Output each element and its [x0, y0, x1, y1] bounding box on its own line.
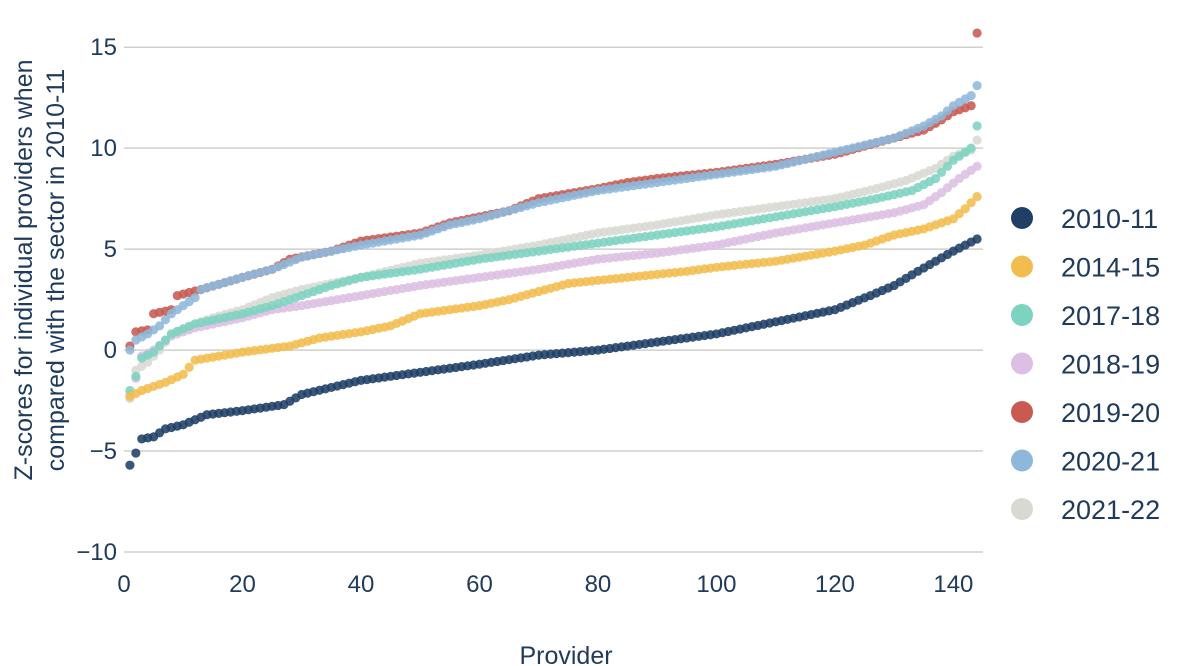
x-tick-label: 20	[229, 571, 256, 598]
y-tick-label: 10	[90, 135, 117, 162]
x-tick-label: 80	[585, 571, 612, 598]
y-tick-label: −5	[90, 438, 117, 465]
data-point	[960, 204, 970, 214]
data-point	[966, 198, 976, 208]
y-axis-title-line-2: compared with the sector in 2010-11	[42, 69, 70, 472]
series-2020-21	[125, 80, 982, 355]
legend-item: 2014-15	[1011, 253, 1160, 283]
legend-marker	[1011, 207, 1033, 229]
data-point	[131, 448, 141, 458]
data-point	[178, 369, 188, 379]
y-axis-title: Z-scores for individual providers when c…	[10, 59, 70, 480]
legend-marker	[1011, 449, 1033, 472]
data-point	[966, 143, 976, 153]
legend-marker	[1011, 352, 1033, 375]
legend-label: 2021-22	[1061, 495, 1160, 525]
data-points	[125, 28, 982, 470]
data-point	[936, 167, 947, 177]
legend-item: 2021-22	[1011, 495, 1160, 525]
data-point	[972, 234, 982, 244]
data-point	[149, 347, 159, 357]
series-2014-15	[125, 192, 982, 402]
data-point	[942, 161, 953, 171]
x-axis-title: Provider	[519, 642, 612, 666]
legend-label: 2018-19	[1061, 350, 1160, 380]
legend: 2010-11 2014-15 2017-18 2018-19 2019-20 2020-…	[1011, 204, 1160, 525]
x-tick-label: 40	[348, 571, 375, 598]
legend-marker	[1011, 255, 1033, 278]
data-point	[966, 101, 976, 111]
series-2010-11	[125, 234, 982, 470]
data-point	[966, 91, 976, 101]
x-tick-label: 100	[696, 571, 736, 598]
data-point	[972, 28, 982, 38]
legend-item: 2017-18	[1011, 301, 1160, 331]
legend-label: 2017-18	[1061, 301, 1160, 331]
x-tick-label: 120	[815, 571, 855, 598]
tick-labels: −10 −5 0 5 10 15 0 20 40 60 80 100 120 140	[76, 34, 973, 598]
legend-item: 2018-19	[1011, 350, 1160, 380]
data-point	[125, 460, 135, 470]
data-point	[972, 161, 982, 171]
legend-item: 2010-11	[1011, 204, 1158, 234]
x-tick-label: 0	[117, 571, 130, 598]
legend-marker	[1011, 304, 1033, 326]
y-tick-label: −10	[76, 539, 117, 566]
data-point	[972, 192, 982, 202]
data-point	[160, 315, 171, 325]
y-tick-label: 5	[104, 236, 117, 263]
data-point	[184, 362, 194, 372]
legend-item: 2020-21	[1011, 447, 1160, 477]
data-point	[972, 80, 982, 91]
data-point	[972, 135, 982, 145]
legend-marker	[1011, 401, 1033, 423]
y-tick-label: 0	[104, 337, 117, 364]
series-2017-18	[125, 121, 982, 396]
data-point	[154, 321, 165, 331]
legend-label: 2020-21	[1061, 447, 1160, 477]
data-point	[131, 371, 141, 381]
data-point	[931, 173, 941, 184]
legend-item: 2019-20	[1011, 398, 1160, 428]
data-point	[972, 121, 982, 131]
y-axis-title-line-1: Z-scores for individual providers when	[10, 59, 38, 480]
x-tick-label: 60	[466, 571, 493, 598]
legend-marker	[1011, 498, 1033, 520]
legend-label: 2010-11	[1061, 204, 1158, 234]
data-point	[154, 341, 165, 351]
x-tick-label: 140	[933, 571, 973, 598]
data-point	[190, 292, 200, 303]
legend-label: 2014-15	[1061, 253, 1160, 283]
data-point	[160, 335, 171, 345]
legend-label: 2019-20	[1061, 398, 1160, 428]
data-point	[125, 345, 135, 355]
y-tick-label: 15	[90, 34, 117, 61]
